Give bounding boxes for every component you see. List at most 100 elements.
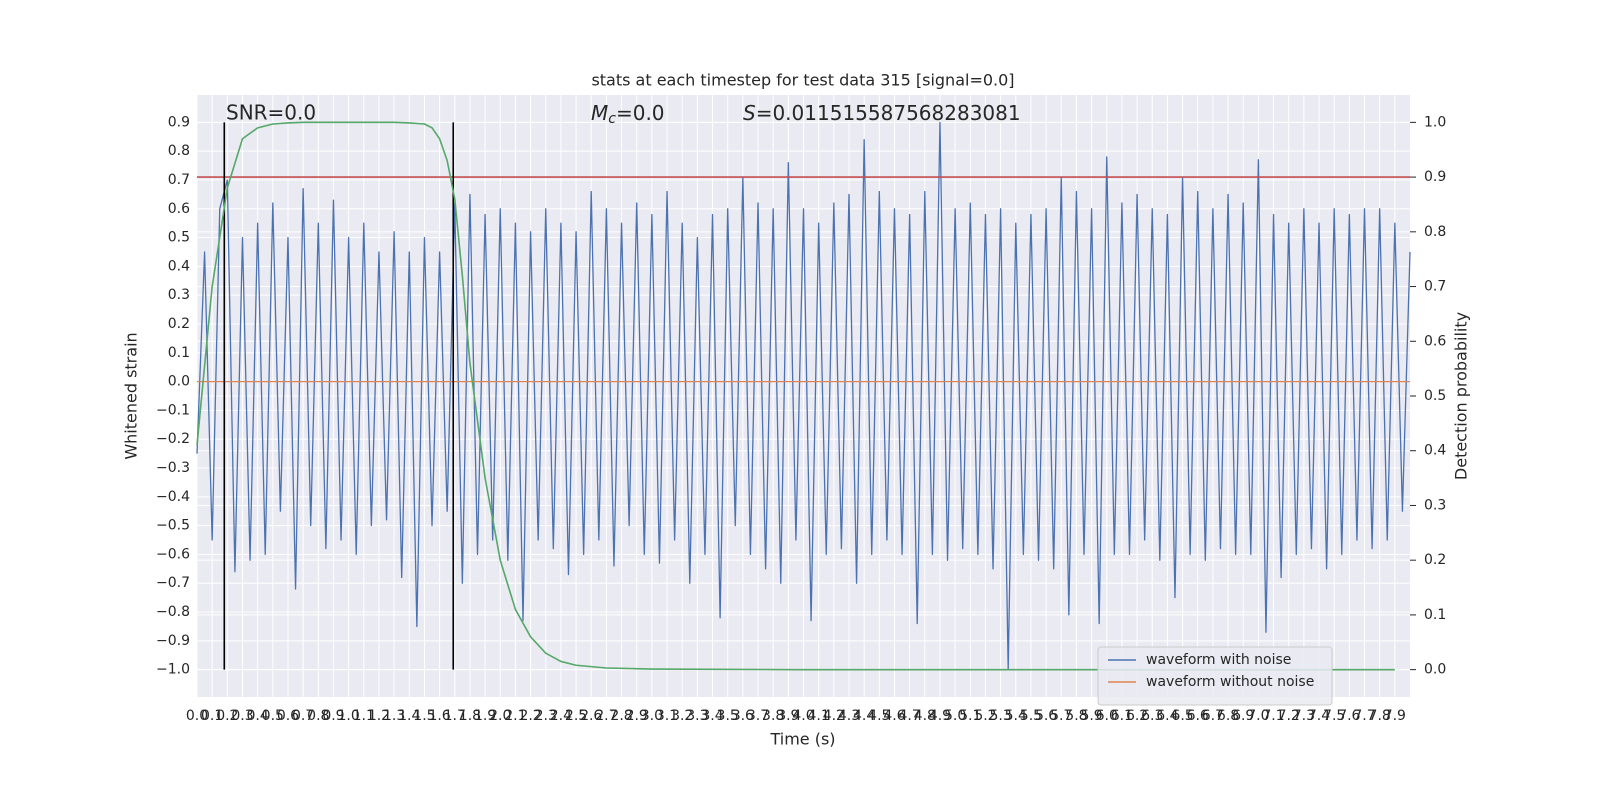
snr-annotation: SNR=0.0 — [226, 101, 316, 125]
x-tick-label: 6.3 — [1141, 708, 1163, 724]
x-tick-label: 1.4 — [398, 708, 420, 724]
x-tick-label: 3.9 — [777, 708, 799, 724]
x-tick-label: 1.6 — [428, 708, 450, 724]
x-tick-label: 0.4 — [247, 708, 269, 724]
x-tick-label: 1.5 — [413, 708, 435, 724]
x-tick-label: 2.7 — [595, 708, 617, 724]
legend-label: waveform without noise — [1146, 674, 1314, 690]
x-tick-label: 0.6 — [277, 708, 299, 724]
y-tick-label: −0.4 — [156, 489, 190, 505]
y2-tick-label: 0.5 — [1424, 388, 1446, 404]
legend-box — [1097, 646, 1333, 706]
x-tick-label: 1.1 — [353, 708, 375, 724]
x-tick-label: 5.2 — [974, 708, 996, 724]
y-tick-label: −1.0 — [156, 662, 190, 678]
y2-axis-label: Detection probability — [1452, 312, 1471, 480]
x-tick-label: 1.9 — [474, 708, 496, 724]
x-tick-label: 3.3 — [686, 708, 708, 724]
y-tick-label: 0.3 — [168, 287, 190, 303]
x-tick-label: 1.0 — [337, 708, 359, 724]
x-tick-label: 6.6 — [1187, 708, 1209, 724]
y-tick-label: −0.7 — [156, 575, 190, 591]
y2-tick-label: 0.3 — [1424, 497, 1446, 513]
x-tick-label: 0.1 — [201, 708, 223, 724]
x-tick-label: 5.5 — [1020, 708, 1042, 724]
x-tick-label: 1.2 — [368, 708, 390, 724]
y2-tick-label: 1.0 — [1424, 114, 1446, 130]
x-tick-label: 0.5 — [262, 708, 284, 724]
x-tick-label: 7.3 — [1293, 708, 1315, 724]
y2-tick-label: 0.8 — [1424, 224, 1446, 240]
x-tick-label: 4.4 — [853, 708, 875, 724]
x-tick-label: 2.4 — [550, 708, 572, 724]
x-tick-label: 7.5 — [1323, 708, 1345, 724]
x-tick-label: 5.7 — [1050, 708, 1072, 724]
x-tick-label: 7.2 — [1278, 708, 1300, 724]
y-tick-label: 0.1 — [168, 345, 190, 361]
y-tick-label: 0.4 — [168, 258, 190, 274]
x-tick-label: 2.0 — [489, 708, 511, 724]
x-tick-label: 4.1 — [808, 708, 830, 724]
y2-tick-label: 0.6 — [1424, 333, 1446, 349]
chart-title: stats at each timestep for test data 315… — [591, 71, 1014, 90]
y-tick-label: 0.6 — [168, 201, 190, 217]
y-tick-label: −0.5 — [156, 518, 190, 534]
y2-tick-label: 0.4 — [1424, 443, 1446, 459]
mc-text: =0.0 — [616, 101, 665, 125]
mc-annotation: Mc=0.0 — [591, 101, 665, 128]
x-axis-label: Time (s) — [769, 730, 835, 749]
x-tick-label: 3.5 — [717, 708, 739, 724]
x-tick-label: 1.8 — [459, 708, 481, 724]
s-text: =0.011515587568283081 — [756, 101, 1021, 125]
y2-tick-label: 0.1 — [1424, 607, 1446, 623]
x-tick-label: 7.1 — [1262, 708, 1284, 724]
x-tick-label: 5.1 — [959, 708, 981, 724]
series-line — [196, 121, 1411, 671]
x-tick-label: 2.5 — [565, 708, 587, 724]
x-tick-label: 4.7 — [899, 708, 921, 724]
x-tick-label: 4.6 — [883, 708, 905, 724]
y2-tick-label: 0.7 — [1424, 279, 1446, 295]
y2-tick-label: 0.0 — [1424, 662, 1446, 678]
x-tick-label: 6.7 — [1202, 708, 1224, 724]
x-tick-label: 3.1 — [656, 708, 678, 724]
x-tick-label: 5.0 — [944, 708, 966, 724]
y-tick-label: 0.5 — [168, 230, 190, 246]
series-line — [196, 121, 1395, 671]
y-tick-label: −0.6 — [156, 546, 190, 562]
x-tick-label: 7.0 — [1247, 708, 1269, 724]
x-tick-label: 3.0 — [641, 708, 663, 724]
y-tick-label: 0.2 — [168, 316, 190, 332]
y2-tick-label: 0.2 — [1424, 552, 1446, 568]
x-tick-label: 0.2 — [216, 708, 238, 724]
mc-symbol: M — [591, 101, 608, 125]
x-tick-label: 5.9 — [1080, 708, 1102, 724]
x-tick-label: 6.0 — [1096, 708, 1118, 724]
y-axis-label: Whitened strain — [122, 332, 141, 459]
x-tick-label: 2.2 — [519, 708, 541, 724]
x-tick-label: 4.5 — [868, 708, 890, 724]
x-tick-label: 0.9 — [322, 708, 344, 724]
y-tick-label: 0.7 — [168, 172, 190, 188]
s-annotation: S=0.011515587568283081 — [743, 101, 1021, 125]
x-tick-label: 7.8 — [1369, 708, 1391, 724]
x-tick-label: 0.0 — [186, 708, 208, 724]
x-tick-label: 3.7 — [747, 708, 769, 724]
x-tick-label: 7.9 — [1384, 708, 1406, 724]
x-tick-label: 5.3 — [989, 708, 1011, 724]
x-tick-label: 6.9 — [1232, 708, 1254, 724]
x-tick-label: 1.3 — [383, 708, 405, 724]
x-tick-label: 3.8 — [762, 708, 784, 724]
x-tick-label: 1.7 — [444, 708, 466, 724]
x-tick-label: 6.5 — [1171, 708, 1193, 724]
x-tick-label: 3.6 — [732, 708, 754, 724]
x-tick-label: 0.8 — [307, 708, 329, 724]
x-tick-label: 6.4 — [1156, 708, 1178, 724]
y-tick-label: −0.1 — [156, 402, 190, 418]
x-tick-label: 2.1 — [504, 708, 526, 724]
x-tick-label: 5.6 — [1035, 708, 1057, 724]
x-tick-label: 2.9 — [626, 708, 648, 724]
x-tick-label: 0.7 — [292, 708, 314, 724]
x-tick-label: 4.8 — [914, 708, 936, 724]
